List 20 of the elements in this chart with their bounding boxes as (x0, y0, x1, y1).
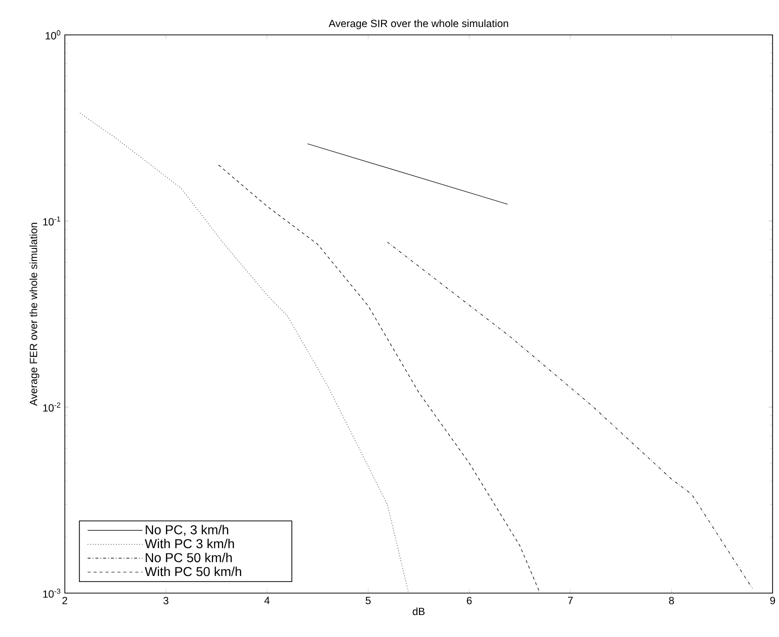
line-series (387, 242, 753, 589)
legend-label: No PC, 3 km/h (146, 524, 228, 536)
x-tick-label: 5 (366, 596, 371, 604)
x-tick-label: 8 (669, 596, 674, 604)
legend-label: No PC 50 km/h (146, 552, 232, 562)
legend-label: With PC 3 km/h (144, 538, 234, 548)
y-tick-label: 10$^{-3}$ (43, 588, 60, 598)
y-axis-title: Average FER over the whole simulation (30, 222, 40, 406)
y-tick-label: 10$^{0}$ (46, 30, 60, 40)
y-tick-label: 10$^{-2}$ (43, 402, 60, 412)
y-tick-label: 10$^{-1}$ (43, 216, 60, 226)
chart-title: Average SIR over the whole simulation (328, 19, 508, 30)
x-tick-label: 4 (264, 596, 270, 604)
x-tick-label: 7 (568, 596, 573, 604)
x-axis-title: dB (412, 607, 425, 616)
x-tick-label: 3 (163, 596, 168, 604)
x-tick-label: 6 (466, 596, 472, 604)
x-tick-label: 2 (62, 596, 68, 604)
x-tick-label: 9 (770, 596, 776, 604)
legend-label: With PC 50 km/h (144, 566, 242, 576)
